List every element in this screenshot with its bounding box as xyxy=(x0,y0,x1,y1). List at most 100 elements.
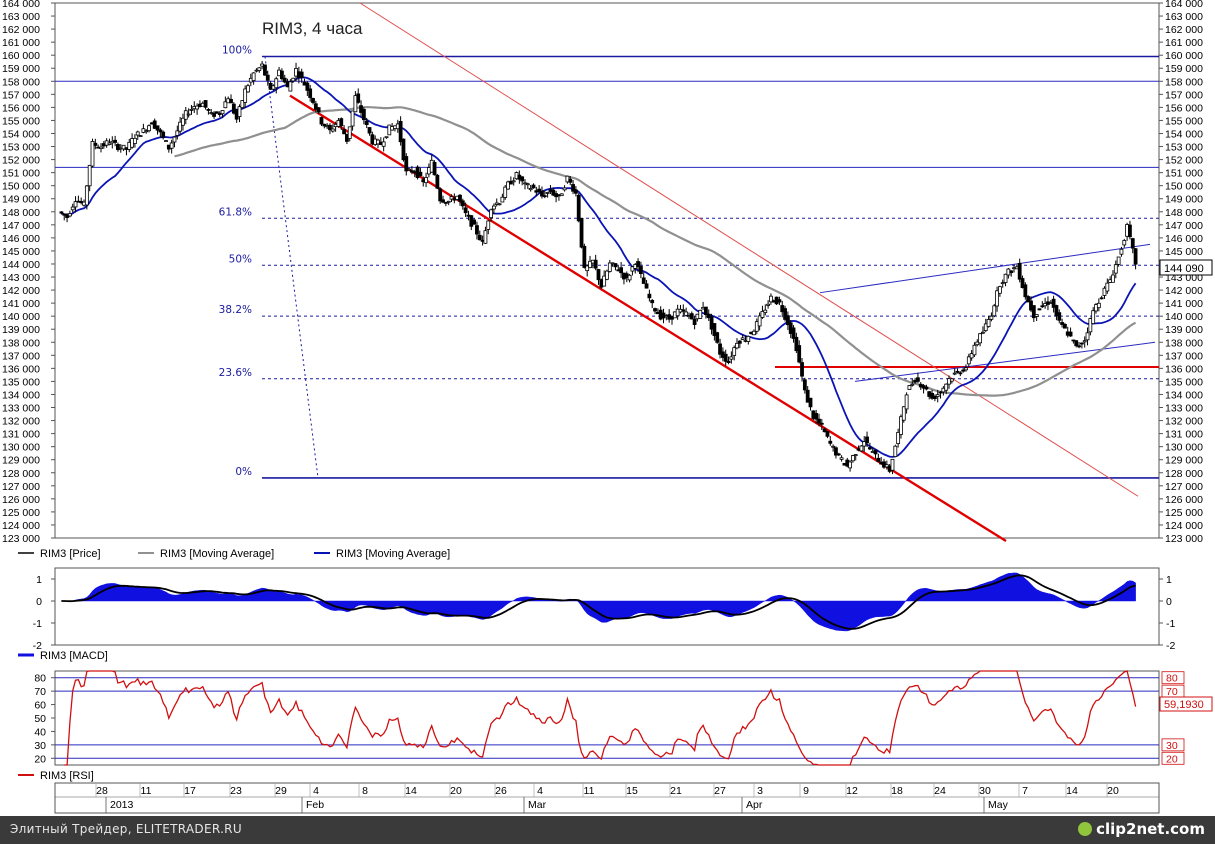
price-candle-body xyxy=(1128,224,1132,238)
price-candle-body xyxy=(596,269,601,281)
rsi-tick-label-left: 60 xyxy=(34,700,46,712)
price-candle-body xyxy=(814,413,819,420)
y-tick-label-left: 161 000 xyxy=(2,37,40,49)
rsi-tick-label-right: 80 xyxy=(1166,673,1178,685)
price-candle-body xyxy=(237,106,242,118)
price-candle-body xyxy=(876,457,881,462)
price-candle-body xyxy=(1119,248,1124,255)
price-candle-body xyxy=(311,97,315,103)
price-candle-body xyxy=(992,305,997,317)
price-candle-body xyxy=(84,185,89,206)
price-candle-body xyxy=(155,125,160,131)
clip2net-logo[interactable]: clip2net.com xyxy=(1078,820,1205,838)
rsi-tick-label-left: 30 xyxy=(34,740,46,752)
price-candle-body xyxy=(848,461,852,469)
y-tick-label-right: 133 000 xyxy=(1165,403,1203,415)
price-candle-body xyxy=(944,383,949,391)
price-candle-body xyxy=(229,98,233,104)
month-tick-label: Feb xyxy=(306,799,324,811)
price-candle-body xyxy=(975,341,980,346)
price-candle-body xyxy=(983,323,988,331)
y-tick-label-right: 123 000 xyxy=(1165,533,1203,545)
price-candle-body xyxy=(319,117,324,125)
price-candle-body xyxy=(698,309,703,319)
price-candle-body xyxy=(639,266,643,275)
price-candle-body xyxy=(551,189,556,196)
y-tick-label-left: 155 000 xyxy=(2,115,40,127)
price-candle-body xyxy=(981,331,985,334)
price-candle-body xyxy=(712,323,717,336)
price-candle-body xyxy=(508,180,513,185)
y-tick-label-right: 146 000 xyxy=(1165,233,1203,245)
price-candle-body xyxy=(752,330,756,336)
ascending-channel-upper xyxy=(819,243,1151,294)
price-candle-body xyxy=(189,109,194,111)
price-candle-body xyxy=(178,121,183,132)
price-candle-body xyxy=(949,378,954,382)
price-candle-body xyxy=(1102,287,1107,296)
y-tick-label-right: 137 000 xyxy=(1165,350,1203,362)
price-candle-body xyxy=(274,78,279,89)
price-candle-body xyxy=(972,344,977,356)
rsi-tick-label-left: 40 xyxy=(34,726,46,738)
ascending-channel-lower xyxy=(854,341,1156,382)
price-candle-body xyxy=(1023,284,1028,298)
descending-channel-upper xyxy=(359,2,1139,497)
y-tick-label-left: 133 000 xyxy=(2,403,40,415)
price-candle-body xyxy=(243,88,248,103)
price-candle-body xyxy=(497,203,502,206)
legend-macd: RIM3 [MACD] xyxy=(40,650,108,662)
y-tick-label-right: 161 000 xyxy=(1165,37,1203,49)
macd-tick-label-right: -1 xyxy=(1166,618,1175,630)
price-candle-body xyxy=(746,335,751,342)
price-candle-body xyxy=(692,318,697,325)
price-candle-body xyxy=(107,142,112,145)
last-price-label: 144 090 xyxy=(1164,263,1204,275)
price-candle-body xyxy=(1130,238,1135,249)
price-candle-body xyxy=(472,219,477,225)
day-tick-label: 23 xyxy=(230,785,242,797)
price-candle-body xyxy=(486,220,491,230)
y-tick-label-right: 147 000 xyxy=(1165,220,1203,232)
price-candle-body xyxy=(342,129,346,135)
y-tick-label-right: 149 000 xyxy=(1165,194,1203,206)
rsi-last-value: 59,1930 xyxy=(1164,699,1204,711)
price-candle-body xyxy=(500,196,505,203)
price-candle-body xyxy=(723,353,728,362)
price-candle-body xyxy=(1111,274,1115,283)
moving-average-long-line xyxy=(174,105,1137,397)
price-candle-body xyxy=(573,189,578,194)
price-candle-body xyxy=(588,260,592,268)
price-candle-body xyxy=(907,385,912,390)
day-tick-label: 27 xyxy=(714,785,726,797)
price-candle-body xyxy=(161,131,166,138)
y-tick-label-left: 123 000 xyxy=(2,533,40,545)
price-candle-body xyxy=(582,245,587,268)
price-candle-body xyxy=(896,431,901,445)
price-candle-body xyxy=(802,379,807,391)
price-candle-body xyxy=(460,200,465,207)
price-candle-body xyxy=(449,196,454,200)
price-candle-body xyxy=(675,308,680,317)
price-candle-body xyxy=(726,360,731,364)
day-tick-label: 14 xyxy=(405,785,417,797)
y-tick-label-left: 158 000 xyxy=(2,76,40,88)
day-tick-label: 3 xyxy=(757,785,763,797)
legend-price: RIM3 [Price] xyxy=(40,548,101,560)
price-candle-body xyxy=(862,441,867,447)
price-candle-body xyxy=(938,391,943,394)
y-tick-label-left: 124 000 xyxy=(2,520,40,532)
price-candle-body xyxy=(930,392,934,399)
y-tick-label-left: 153 000 xyxy=(2,142,40,154)
price-candle-body xyxy=(822,428,827,433)
y-tick-label-left: 150 000 xyxy=(2,181,40,193)
price-candle-body xyxy=(916,377,920,382)
price-candle-body xyxy=(545,192,550,194)
rsi-tick-label-left: 70 xyxy=(34,686,46,698)
legend-ma-short: RIM3 [Moving Average] xyxy=(336,548,450,560)
price-candle-body xyxy=(890,458,895,471)
price-candle-body xyxy=(899,416,903,435)
price-candle-body xyxy=(87,164,92,187)
price-candle-body xyxy=(808,397,813,408)
price-candle-body xyxy=(978,333,983,344)
